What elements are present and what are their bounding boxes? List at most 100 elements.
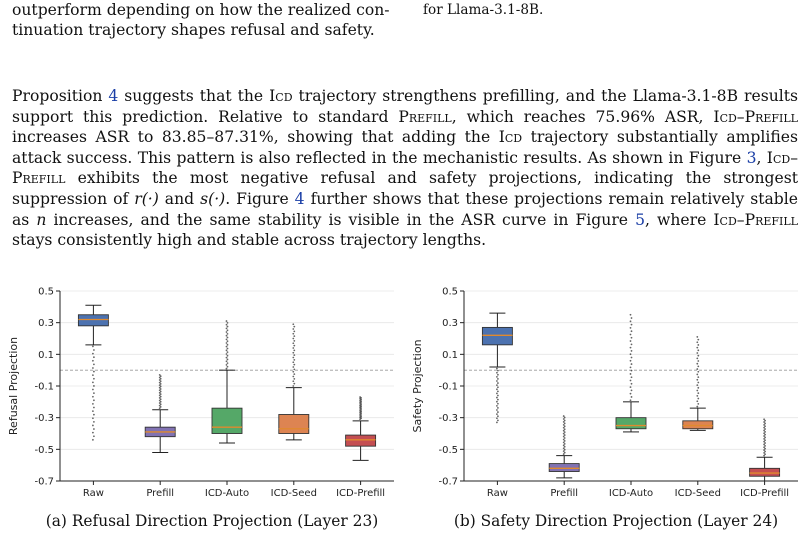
outlier-point [764, 453, 766, 456]
math-s: s(·) [200, 189, 226, 208]
y-tick-label: -0.3 [438, 413, 458, 424]
outlier-point [562, 453, 565, 455]
figure-5-link[interactable]: 5 [635, 210, 645, 229]
outlier-point [697, 349, 700, 352]
outlier-point [497, 373, 499, 376]
outlier-point [159, 393, 162, 395]
outlier-point [562, 429, 565, 432]
outlier-point [763, 423, 765, 426]
outlier-point [497, 390, 499, 393]
x-tick-label: ICD-Prefill [740, 488, 789, 499]
method-name: Icd–Prefill [12, 148, 798, 188]
outlier-point [226, 329, 229, 332]
outlier-point [630, 336, 633, 339]
outlier-point [563, 442, 566, 445]
box-body [278, 414, 310, 434]
outlier-point [159, 380, 162, 383]
outlier-point [563, 425, 566, 428]
x-tick-label: ICD-Seed [271, 488, 317, 499]
outlier-point [226, 340, 229, 343]
outlier-point [496, 413, 498, 416]
outlier-point [562, 435, 565, 438]
outlier-point [497, 411, 499, 413]
outlier-point [697, 397, 700, 400]
outlier-point [226, 343, 229, 346]
outlier-point [496, 388, 498, 391]
y-tick-label: -0.1 [438, 382, 458, 393]
outlier-point [92, 395, 94, 398]
outlier-point [158, 394, 161, 397]
outlier-point [562, 444, 565, 447]
outlier-point [93, 428, 95, 430]
outlier-point [696, 405, 699, 408]
text-span: and [158, 189, 201, 208]
outlier-point [292, 361, 295, 364]
caption-left: (a) Refusal Direction Projection (Layer … [45, 512, 379, 530]
figure-4-link[interactable]: 4 [294, 189, 305, 208]
outlier-point [158, 407, 161, 410]
outlier-point [293, 335, 296, 338]
outlier-point [159, 390, 162, 393]
proposition-link[interactable]: 4 [108, 87, 119, 105]
outlier-point [697, 392, 700, 395]
outlier-point [226, 362, 229, 365]
outlier-point [225, 342, 228, 344]
outlier-point [225, 327, 228, 330]
outlier-point [293, 354, 296, 357]
outlier-point [292, 323, 295, 326]
outlier-point [93, 356, 95, 359]
text-span: suggests that the [118, 87, 270, 105]
outlier-point [562, 423, 565, 426]
outlier-point [562, 447, 565, 450]
outlier-point [225, 331, 228, 333]
outlier-point [630, 369, 633, 372]
outlier-point [764, 450, 766, 453]
outlier-point [563, 451, 566, 454]
outlier-point [496, 384, 498, 387]
outlier-point [496, 396, 498, 399]
box-body [211, 407, 243, 434]
text-span: trajectory substantially amplifies attac… [12, 128, 799, 167]
outlier-point [629, 392, 632, 395]
outlier-point [93, 413, 95, 416]
y-axis-label: Safety Projection [411, 339, 424, 432]
outlier-point [563, 431, 566, 434]
outlier-point [92, 345, 94, 348]
outlier-point [226, 332, 229, 335]
method-name: Prefill [398, 107, 452, 126]
outlier-point [630, 350, 633, 352]
outlier-point [92, 438, 94, 441]
outlier-point [293, 368, 296, 371]
outlier-point [764, 433, 766, 436]
refusal-box-icd-auto [211, 320, 243, 444]
outlier-point [629, 386, 632, 388]
outlier-point [293, 325, 296, 328]
outlier-point [563, 440, 566, 442]
box-body [345, 434, 377, 447]
outlier-point [292, 328, 295, 330]
outlier-point [159, 388, 162, 390]
outlier-point [158, 379, 161, 381]
caption-right: (b) Safety Direction Projection (Layer 2… [453, 512, 779, 530]
outlier-point [92, 359, 94, 362]
refusal-box-prefill [144, 374, 176, 453]
outlier-point [629, 379, 632, 382]
outlier-point [764, 422, 766, 425]
outlier-point [696, 362, 699, 365]
outlier-point [764, 442, 766, 444]
outlier-point [764, 419, 766, 422]
outlier-point [629, 366, 632, 369]
outlier-point [159, 395, 162, 398]
outlier-point [562, 415, 565, 417]
outlier-point [226, 351, 229, 354]
outlier-point [697, 386, 700, 389]
outlier-point [696, 389, 699, 392]
outlier-point [225, 364, 228, 366]
figure-3-link[interactable]: 3 [746, 148, 757, 167]
outlier-point [496, 400, 498, 403]
outlier-point [764, 436, 766, 439]
outlier-point [225, 320, 228, 322]
y-tick-label: -0.7 [438, 477, 458, 488]
outlier-point [763, 429, 765, 432]
outlier-point [293, 339, 296, 342]
